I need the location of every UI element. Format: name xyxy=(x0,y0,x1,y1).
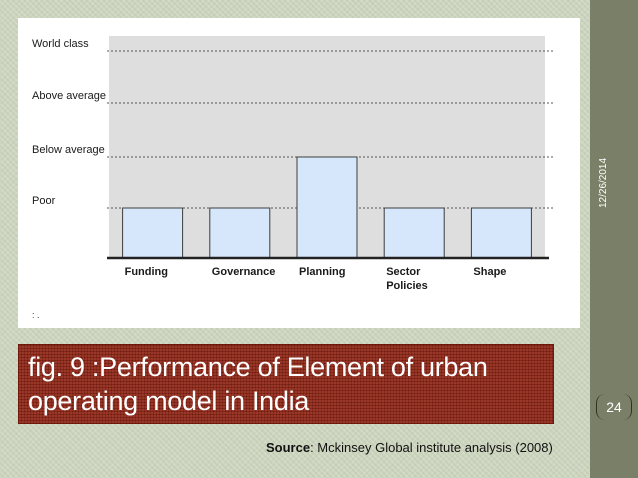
slide-title-line-1: fig. 9 :Performance of Element of urban xyxy=(28,352,488,382)
category-label: Sector Policies xyxy=(386,266,428,292)
stray-mark: : . xyxy=(32,310,40,320)
category-label-line: Policies xyxy=(386,280,428,292)
category-label-line: Funding xyxy=(125,266,168,278)
category-label-line: Governance xyxy=(212,266,276,278)
y-level-label: Above average xyxy=(32,90,106,102)
bar xyxy=(122,207,184,259)
y-level-label: World class xyxy=(32,38,89,50)
bar xyxy=(296,156,358,259)
page-number: 24 xyxy=(596,394,632,420)
y-level-label: Poor xyxy=(32,195,56,207)
bar xyxy=(383,207,445,259)
category-label: Funding xyxy=(125,266,168,278)
category-label: Shape xyxy=(473,266,506,278)
source-text: : Mckinsey Global institute analysis (20… xyxy=(310,440,553,455)
slide-title: fig. 9 :Performance of Element of urban … xyxy=(28,350,548,418)
title-banner: fig. 9 :Performance of Element of urban … xyxy=(18,344,554,424)
category-label: Planning xyxy=(299,266,345,278)
y-level-label: Below average xyxy=(32,144,105,156)
bar xyxy=(209,207,271,259)
category-label: Governance xyxy=(212,266,276,278)
slide-date: 12/26/2014 xyxy=(598,157,609,208)
slide-title-line-2: operating model in India xyxy=(28,386,309,416)
category-label-line: Planning xyxy=(299,266,345,278)
category-label-line: Sector xyxy=(386,266,421,278)
bar xyxy=(470,207,532,259)
chart-panel: Poor Below average Above average World clas… xyxy=(18,18,580,328)
category-label-line: Shape xyxy=(473,266,506,278)
performance-bar-chart: Poor Below average Above average World clas… xyxy=(32,36,555,292)
source-label: Source xyxy=(266,440,311,455)
source-citation: Source: Mckinsey Global institute analys… xyxy=(266,440,553,455)
